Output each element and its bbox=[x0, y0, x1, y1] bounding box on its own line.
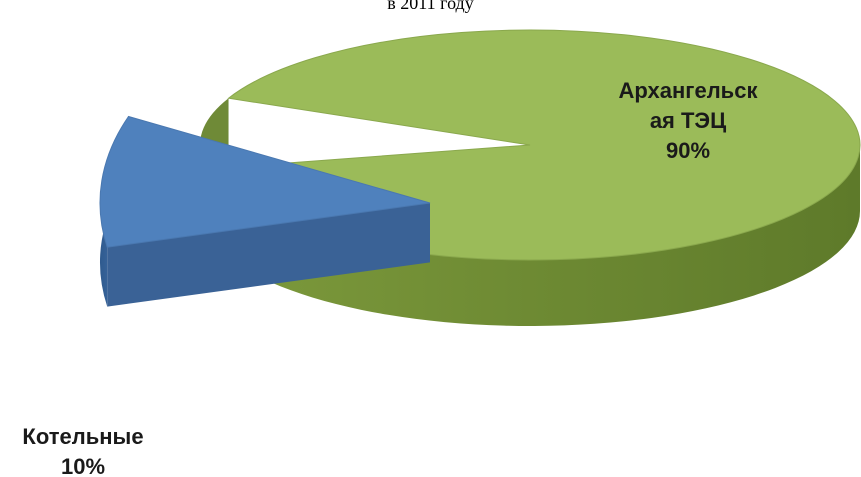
chart-title: в 2011 году bbox=[387, 0, 474, 13]
label-kotelnye: Котельные 10% bbox=[22, 424, 143, 477]
label-arkhangelsk-tec: Архангельск ая ТЭЦ 90% bbox=[619, 78, 759, 163]
slice-cut-face-kotelnye bbox=[107, 203, 430, 307]
slice-side-arkhangelsk-tec bbox=[207, 145, 860, 326]
slice-kotelnye bbox=[99, 115, 431, 248]
